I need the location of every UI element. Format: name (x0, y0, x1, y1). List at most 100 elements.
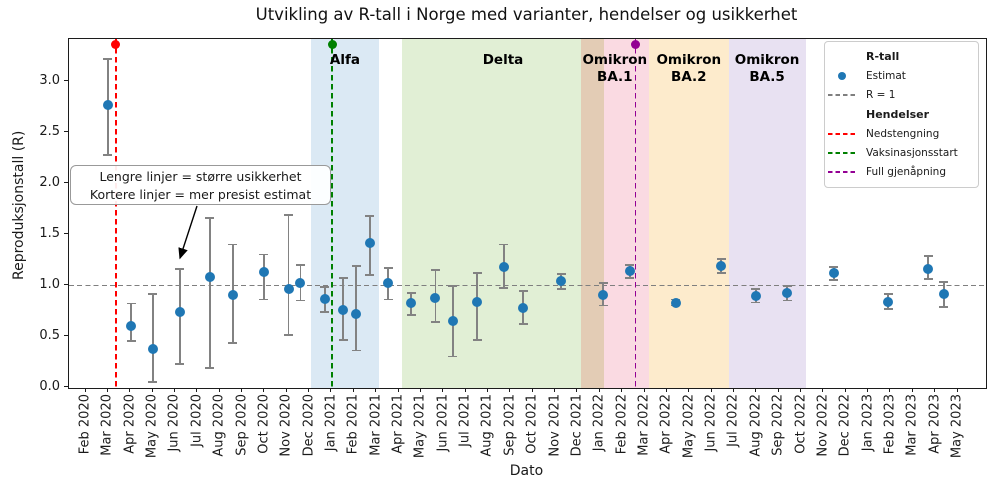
x-tick-mark (531, 388, 533, 392)
data-point (624, 265, 635, 276)
error-bar-cap-bottom (365, 274, 375, 276)
data-point (670, 297, 681, 308)
legend-label: Hendelser (866, 107, 930, 121)
error-bar-cap-bottom (499, 287, 509, 290)
legend-section-header: Hendelser (825, 105, 978, 124)
x-tick-mark (509, 388, 511, 392)
x-tick-label: Jun 2020 (166, 394, 182, 452)
error-bar (355, 265, 357, 351)
error-bar-cap-top (205, 216, 215, 219)
event-line-full-gjen-pning (634, 39, 637, 388)
data-point (258, 266, 269, 277)
error-bar-cap-top (751, 288, 761, 291)
legend-dot-marker-icon (825, 71, 858, 80)
data-point (204, 272, 215, 283)
y-tick-label: 2.0 (39, 174, 60, 190)
error-bar-cap-bottom (406, 313, 416, 316)
data-point (383, 278, 394, 289)
x-tick-mark (665, 388, 667, 392)
x-tick-label: Oct 2021 (524, 394, 540, 454)
error-bar (476, 272, 478, 341)
error-bar (208, 217, 211, 368)
error-bar-cap-bottom (883, 307, 893, 310)
legend-item: Vaksinasjonsstart (825, 144, 978, 163)
error-bar-cap-bottom (338, 339, 348, 342)
error-bar-cap-bottom (205, 366, 215, 369)
x-tick-mark (576, 388, 578, 392)
error-bar-cap-top (383, 266, 393, 269)
x-tick-mark (643, 388, 645, 392)
error-bar-cap-top (175, 267, 185, 270)
annotation-line-2: Kortere linjer = mer presist estimat (89, 187, 312, 202)
x-tick-label: Nov 2022 (815, 394, 831, 457)
x-tick-label: Dec 2022 (837, 394, 853, 457)
x-tick-mark (822, 388, 824, 392)
error-bar-cap-bottom (598, 304, 608, 307)
x-tick-mark (710, 388, 712, 392)
event-line-vaksinasjonsstart (331, 39, 334, 388)
error-bar-cap-top (625, 263, 635, 266)
legend-label: Estimat (866, 69, 906, 82)
error-bar-cap-bottom (625, 277, 635, 279)
error-bar-cap-top (883, 293, 893, 296)
data-point (518, 302, 529, 313)
annotation-box: Lengre linjer = større usikkerhet Korter… (70, 165, 331, 205)
event-marker-dot (111, 40, 121, 50)
x-tick-label: Feb 2020 (77, 394, 93, 455)
x-tick-label: Apr 2022 (658, 394, 674, 454)
data-point (923, 263, 934, 274)
error-bar-cap-top (556, 273, 566, 275)
data-point (447, 315, 458, 326)
x-tick-label: May 2021 (412, 394, 428, 459)
data-point (319, 294, 330, 305)
data-point (102, 99, 113, 110)
x-tick-mark (732, 388, 734, 392)
error-bar-cap-bottom (829, 279, 839, 281)
error-bar-cap-top (338, 277, 348, 279)
error-bar-cap-bottom (430, 321, 440, 323)
x-tick-mark (151, 388, 153, 392)
error-bar-cap-bottom (320, 310, 330, 313)
x-tick-label: Mar 2020 (99, 394, 115, 456)
legend-label: Full gjenåpning (866, 166, 946, 179)
error-bar-cap-bottom (284, 334, 294, 337)
x-tick-mark (84, 388, 86, 392)
error-bar-cap-top (259, 253, 269, 256)
data-point (227, 290, 238, 301)
x-tick-mark (442, 388, 444, 392)
error-bar-cap-bottom (126, 340, 136, 343)
x-tick-label: Feb 2021 (345, 394, 361, 455)
y-tick-mark (64, 334, 68, 336)
x-tick-label: Mar 2021 (368, 394, 384, 456)
x-tick-label: May 2022 (681, 394, 697, 459)
variant-band-omikron-ba5 (728, 39, 806, 388)
x-tick-label: Nov 2020 (278, 394, 294, 457)
x-tick-label: Apr 2020 (122, 394, 138, 454)
error-bar-cap-top (103, 57, 113, 60)
x-tick-mark (196, 388, 198, 392)
event-marker-dot (631, 40, 641, 50)
x-axis-label: Dato (509, 463, 544, 479)
y-tick-mark (64, 385, 68, 387)
error-bar-cap-bottom (103, 153, 113, 156)
error-bar-cap-bottom (939, 305, 949, 308)
x-tick-label: Feb 2022 (614, 394, 630, 455)
error-bar-cap-top (499, 243, 509, 246)
x-tick-mark (241, 388, 243, 392)
y-axis-label: Reproduksjonstall (R) (11, 130, 27, 280)
x-tick-mark (889, 388, 891, 392)
x-tick-mark (129, 388, 131, 392)
x-tick-mark (688, 388, 690, 392)
error-bar-cap-top (148, 293, 158, 296)
error-bar (262, 254, 265, 300)
x-tick-mark (352, 388, 354, 392)
error-bar-cap-bottom (716, 272, 726, 274)
x-tick-mark (173, 388, 175, 392)
y-tick-label: 1.0 (39, 276, 60, 292)
data-point (283, 284, 294, 295)
y-tick-mark (64, 283, 68, 285)
x-tick-label: Aug 2022 (748, 394, 764, 457)
variant-band-alfa (311, 39, 379, 388)
error-bar-cap-top (939, 281, 949, 284)
